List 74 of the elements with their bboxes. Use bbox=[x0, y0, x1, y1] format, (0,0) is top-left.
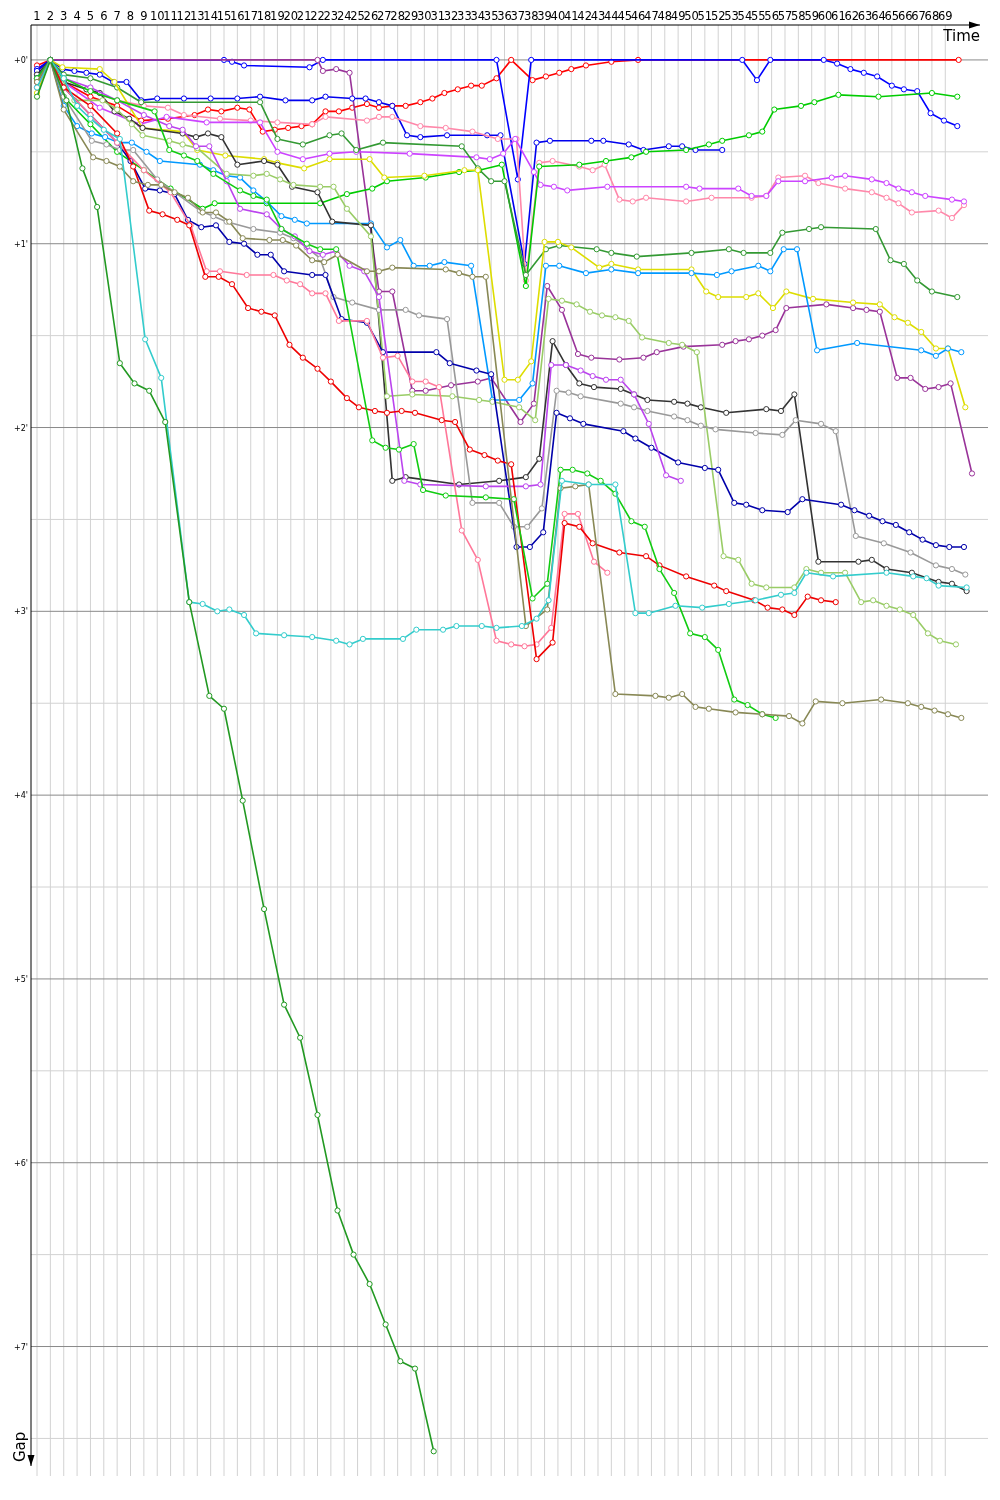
x-tick-label: 27 bbox=[376, 9, 392, 23]
x-tick-label: 17 bbox=[243, 9, 259, 23]
x-tick-label: 54 bbox=[737, 9, 753, 23]
x-axis-title: Time bbox=[942, 27, 980, 45]
x-tick-label: 9 bbox=[140, 9, 148, 23]
x-tick-label: 57 bbox=[777, 9, 793, 23]
x-tick-label: 21 bbox=[296, 9, 312, 23]
x-tick-label: 52 bbox=[710, 9, 726, 23]
x-tick-label: 14 bbox=[203, 9, 218, 23]
x-tick-label: 59 bbox=[804, 9, 820, 23]
x-tick-label: 10 bbox=[149, 9, 165, 23]
x-tick-label: 33 bbox=[457, 9, 472, 23]
x-tick-label: 47 bbox=[644, 9, 659, 23]
x-tick-label: 67 bbox=[911, 9, 926, 23]
x-tick-label: 43 bbox=[590, 9, 606, 23]
x-tick-label: 61 bbox=[831, 9, 846, 23]
x-tick-label: 2 bbox=[46, 9, 55, 23]
x-tick-label: 16 bbox=[230, 9, 245, 23]
x-tick-label: 66 bbox=[897, 9, 913, 23]
x-tick-label: 56 bbox=[764, 9, 779, 23]
x-tick-label: 13 bbox=[189, 9, 205, 23]
x-tick-label: 20 bbox=[283, 9, 299, 23]
y-tick-label: +3' bbox=[14, 607, 28, 617]
x-tick-label: 49 bbox=[670, 9, 686, 23]
x-tick-label: 12 bbox=[176, 9, 192, 23]
x-tick-label: 23 bbox=[323, 9, 339, 23]
x-tick-label: 60 bbox=[817, 9, 833, 23]
y-tick-label: +5' bbox=[14, 974, 28, 984]
x-tick-label: 65 bbox=[884, 9, 900, 23]
y-tick-label: +7' bbox=[14, 1342, 28, 1352]
x-tick-label: 51 bbox=[697, 9, 713, 23]
x-tick-label: 41 bbox=[563, 9, 579, 23]
x-tick-label: 24 bbox=[336, 9, 352, 23]
x-tick-label: 4 bbox=[73, 9, 81, 23]
x-tick-label: 68 bbox=[924, 9, 940, 23]
x-tick-label: 69 bbox=[937, 9, 953, 23]
x-tick-label: 3 bbox=[60, 9, 68, 23]
x-tick-label: 28 bbox=[390, 9, 405, 23]
x-tick-label: 11 bbox=[163, 9, 178, 23]
x-tick-label: 30 bbox=[417, 9, 432, 23]
x-tick-label: 1 bbox=[33, 9, 41, 23]
x-tick-label: 37 bbox=[510, 9, 526, 23]
x-tick-label: 7 bbox=[113, 9, 121, 23]
y-tick-label: +6' bbox=[14, 1158, 28, 1168]
x-tick-label: 48 bbox=[657, 9, 673, 23]
x-tick-label: 46 bbox=[630, 9, 646, 23]
x-tick-label: 64 bbox=[871, 9, 886, 23]
x-tick-label: 42 bbox=[577, 9, 592, 23]
y-axis-title: Gap bbox=[11, 1431, 29, 1462]
x-tick-label: 53 bbox=[724, 9, 739, 23]
x-tick-label: 8 bbox=[126, 9, 135, 23]
x-tick-label: 40 bbox=[550, 9, 566, 23]
y-tick-label: +4' bbox=[14, 791, 28, 801]
x-tick-label: 38 bbox=[523, 9, 539, 23]
x-tick-label: 58 bbox=[791, 9, 806, 23]
x-tick-label: 26 bbox=[363, 9, 379, 23]
x-tick-label: 5 bbox=[86, 9, 95, 23]
x-tick-label: 36 bbox=[497, 9, 512, 23]
x-tick-label: 32 bbox=[443, 9, 459, 23]
x-tick-label: 29 bbox=[403, 9, 419, 23]
y-tick-label: +1' bbox=[14, 239, 28, 249]
x-tick-label: 39 bbox=[537, 9, 552, 23]
x-tick-label: 44 bbox=[604, 9, 619, 23]
x-tick-label: 25 bbox=[350, 9, 365, 23]
x-tick-label: 50 bbox=[684, 9, 699, 23]
y-tick-label: +2' bbox=[14, 423, 28, 433]
x-tick-label: 34 bbox=[470, 9, 486, 23]
y-tick-label: +0' bbox=[14, 55, 28, 65]
x-tick-label: 35 bbox=[483, 9, 499, 23]
x-tick-label: 6 bbox=[100, 9, 108, 23]
x-tick-label: 22 bbox=[310, 9, 325, 23]
x-tick-label: 18 bbox=[256, 9, 272, 23]
x-tick-label: 63 bbox=[857, 9, 873, 23]
x-tick-label: 19 bbox=[270, 9, 285, 23]
